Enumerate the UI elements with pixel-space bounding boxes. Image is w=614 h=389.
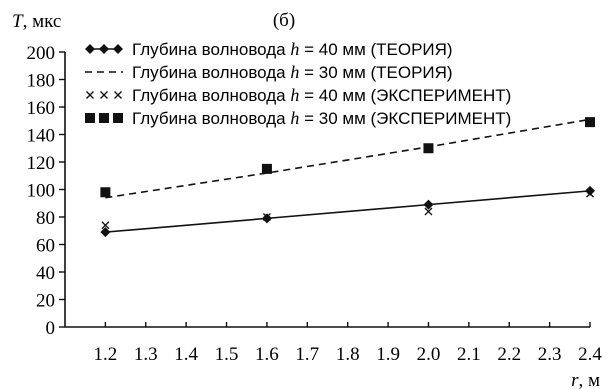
legend-item: Глубина волновода h = 30 мм (ТЕОРИЯ) (85, 62, 453, 82)
data-point (585, 117, 595, 128)
y-tick-label: 20 (36, 291, 55, 312)
y-tick-label: 200 (27, 43, 56, 64)
x-tick-label: 1.7 (295, 344, 319, 365)
legend-item: Глубина волновода h = 40 мм (ЭКСПЕРИМЕНТ… (86, 85, 511, 105)
data-point (423, 143, 434, 154)
x-tick-label: 1.6 (255, 344, 279, 365)
y-tick-label: 0 (46, 318, 56, 339)
x-ticks: 1.2 1.3 1.4 1.5 1.6 1.7 1.8 1.9 2.0 2.1 2.2 2.3 2.4 (94, 322, 602, 365)
series-2 (105, 118, 591, 199)
data-point (262, 213, 271, 221)
data-point (585, 185, 595, 196)
legend-label: Глубина волновода h = 30 мм (ЭКСПЕРИМЕНТ… (132, 108, 511, 128)
data-point (586, 189, 594, 198)
series-1 (100, 185, 595, 238)
x-tick-label: 1.4 (174, 344, 198, 365)
x-tick-label: 1.5 (215, 344, 239, 365)
y-axis-label: T, мкс (12, 11, 61, 32)
data-point (100, 227, 111, 238)
data-point (423, 199, 434, 210)
legend-label: Глубина волновода h = 40 мм (ЭКСПЕРИМЕНТ… (132, 85, 511, 105)
legend-marker (100, 91, 108, 99)
x-tick-label: 2.1 (457, 344, 481, 365)
legend-label: Глубина волновода h = 30 мм (ТЕОРИЯ) (132, 62, 453, 82)
y-tick-label: 160 (27, 98, 56, 119)
y-tick-label: 100 (27, 181, 56, 202)
legend-marker (85, 44, 95, 54)
data-point (424, 207, 433, 216)
data-point (261, 213, 272, 224)
y-tick-label: 40 (36, 263, 55, 284)
x-tick-label: 1.2 (94, 344, 118, 365)
x-tick-label: 2.4 (578, 344, 602, 365)
y-tick-label: 120 (27, 153, 56, 174)
data-point (261, 163, 272, 174)
x-tick-label: 2.0 (417, 344, 441, 365)
x-tick-label: 1.3 (134, 344, 158, 365)
x-tick-label: 1.9 (376, 344, 400, 365)
legend-marker (114, 91, 122, 99)
y-tick-label: 180 (27, 71, 56, 92)
x-axis-label: r, м (571, 370, 600, 389)
legend-item: Глубина волновода h = 30 мм (ЭКСПЕРИМЕНТ… (85, 108, 511, 128)
x-tick-label: 2.2 (497, 344, 521, 365)
series-4 (100, 117, 595, 198)
legend: Глубина волновода h = 40 мм (ТЕОРИЯ) Глуб… (85, 39, 511, 128)
legend-marker (113, 113, 123, 123)
series-line (105, 190, 591, 233)
data-point (101, 221, 110, 230)
legend-marker (86, 91, 94, 99)
legend-label: Глубина волновода h = 40 мм (ТЕОРИЯ) (132, 39, 453, 59)
legend-marker (99, 44, 109, 54)
legend-marker (85, 113, 95, 123)
legend-item: Глубина волновода h = 40 мм (ТЕОРИЯ) (85, 39, 453, 59)
y-tick-label: 80 (36, 208, 55, 229)
y-ticks: 0 20 40 60 80 100 120 140 160 180 200 (27, 43, 65, 339)
series-group (100, 117, 595, 238)
legend-marker (113, 44, 123, 54)
series-line (105, 118, 591, 199)
x-tick-label: 2.3 (538, 344, 562, 365)
series-3 (101, 189, 594, 230)
x-tick-label: 1.8 (336, 344, 360, 365)
chart-subtitle: (б) (273, 10, 295, 31)
y-tick-label: 60 (36, 236, 55, 257)
data-point (100, 187, 111, 198)
legend-marker (99, 113, 109, 123)
y-tick-label: 140 (27, 126, 56, 147)
